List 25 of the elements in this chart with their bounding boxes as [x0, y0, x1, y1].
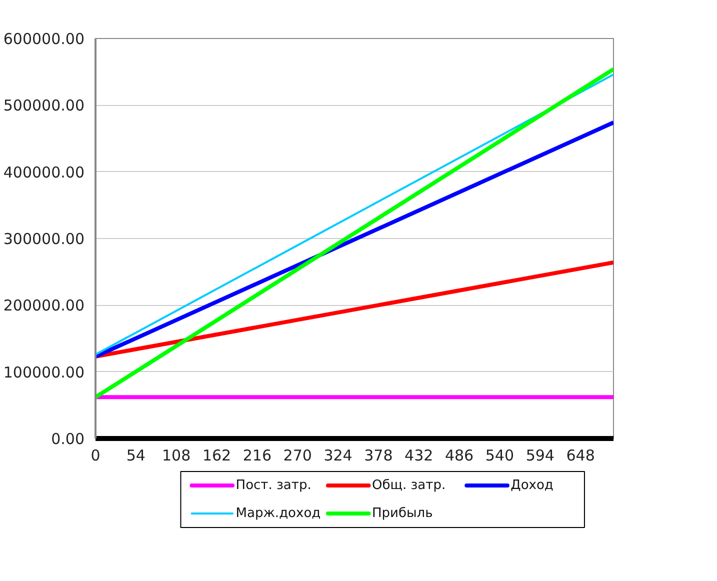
legend-label: Доход: [510, 478, 554, 493]
y-tick-label: 400000.00: [3, 163, 85, 182]
y-tick-label: 500000.00: [3, 96, 85, 115]
legend-label: Прибыль: [372, 506, 433, 521]
x-tick-label: 486: [444, 446, 474, 464]
x-tick-label: 324: [324, 446, 352, 464]
x-tick-label: 216: [242, 446, 272, 464]
y-tick-label: 600000.00: [3, 30, 85, 48]
legend-label: Пост. затр.: [236, 478, 312, 493]
y-tick-label: 0.00: [51, 430, 85, 448]
x-tick-label: 594: [526, 446, 554, 464]
y-tick-label: 300000.00: [3, 230, 85, 248]
x-tick-label: 270: [283, 446, 312, 464]
x-tick-label: 54: [126, 446, 146, 464]
y-tick-label: 200000.00: [3, 296, 85, 315]
x-tick-label: 432: [404, 446, 434, 464]
x-tick-label: 540: [485, 446, 514, 464]
y-tick-label: 100000.00: [3, 363, 85, 382]
legend-label: Марж.доход: [236, 506, 321, 521]
x-tick-label: 648: [566, 446, 595, 464]
x-tick-label: 0: [90, 446, 100, 464]
legend-label: Общ. затр.: [372, 478, 446, 493]
x-tick-label: 378: [364, 446, 393, 464]
x-tick-label: 108: [162, 446, 191, 464]
x-tick-label: 162: [202, 446, 232, 464]
